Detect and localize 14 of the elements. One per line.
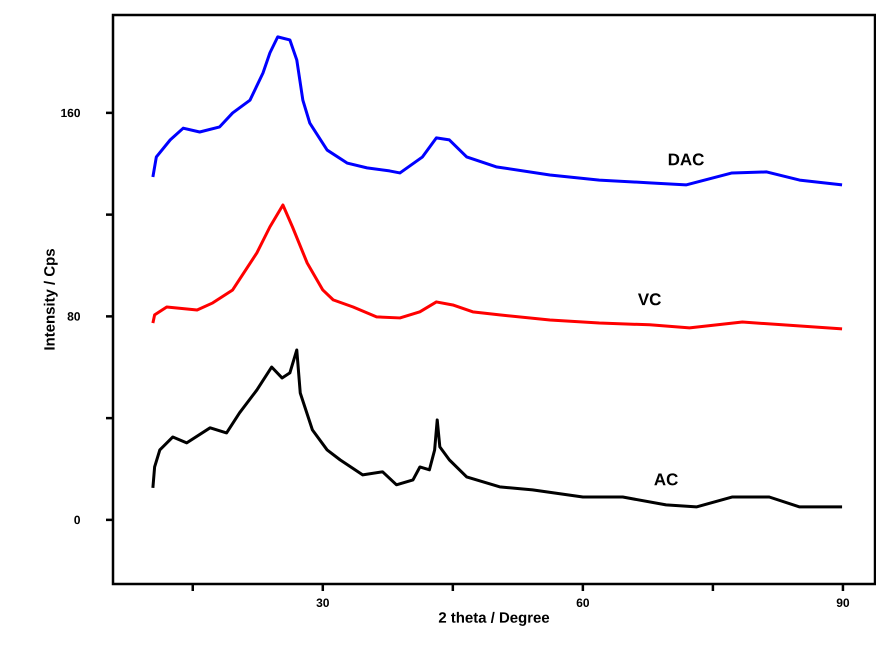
y-axis-title: Intensity / Cps [44,249,58,350]
x-tick-label: 90 [836,598,850,607]
line-series [151,348,844,508]
x-axis-title: 2 theta / Degree [438,612,550,626]
line-series [151,204,844,330]
y-tick-label: 0 [74,516,80,524]
y-tick-label: 80 [68,312,80,321]
x-tick-label: 30 [316,598,329,608]
series-label: DAC [668,153,704,166]
y-tick-label: 160 [61,108,80,118]
series-label: VC [638,293,661,306]
series-label: AC [654,473,678,486]
x-tick-label: 60 [576,598,590,607]
line-series [151,35,844,186]
